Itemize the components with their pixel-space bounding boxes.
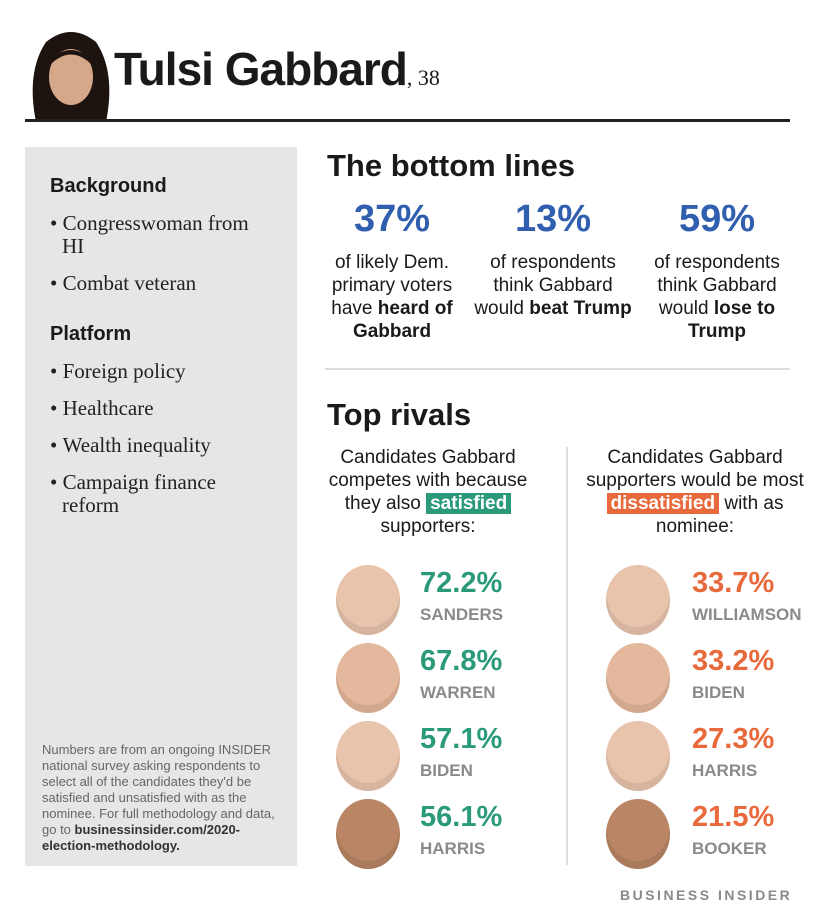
pct: 57.1% xyxy=(420,723,503,755)
stat-value: 13% xyxy=(514,198,592,240)
header-rule xyxy=(25,119,790,122)
bullet-item: Wealth inequality xyxy=(50,434,272,457)
rival-name: SANDERS xyxy=(420,605,504,624)
face-photo xyxy=(336,721,400,791)
face-photo xyxy=(606,721,670,791)
stat: 13% of respondents think Gabbard would be… xyxy=(473,198,633,320)
candidate-name: Tulsi Gabbard, 38 xyxy=(114,42,440,96)
face-photo xyxy=(606,643,670,713)
stat-emphasis: heard of Gabbard xyxy=(352,298,453,342)
face-photo xyxy=(336,643,400,713)
column-divider xyxy=(566,447,568,865)
caption-text: supporters: xyxy=(380,516,476,537)
stat-text: of respondents think Gabbard would beat … xyxy=(473,251,633,320)
rival-name: BIDEN xyxy=(692,683,745,702)
pct: 21.5% xyxy=(692,801,775,833)
caption: Candidates Gabbard competes with because… xyxy=(318,446,538,538)
stat-emphasis: lose to Trump xyxy=(687,298,776,342)
bullet-item: Healthcare xyxy=(50,397,272,420)
bullet-item: Congresswoman from HI xyxy=(50,212,272,258)
stat: 37% of likely Dem. primary voters have he… xyxy=(312,198,472,343)
stat-caption: of respondents think Gabbard would xyxy=(654,252,780,319)
caption-text: Candidates Gabbard supporters would be m… xyxy=(586,447,804,491)
pct: 27.3% xyxy=(692,723,775,755)
rival-name: WILLIAMSON xyxy=(692,605,802,624)
pct: 72.2% xyxy=(420,567,503,599)
stat-caption: of respondents think Gabbard would xyxy=(474,252,616,319)
stat: 59% of respondents think Gabbard would lo… xyxy=(637,198,797,343)
caption: Candidates Gabbard supporters would be m… xyxy=(585,446,805,538)
face-photo xyxy=(336,565,400,635)
bullet-item: Foreign policy xyxy=(50,360,272,383)
rival-name: HARRIS xyxy=(692,761,758,780)
face-photo xyxy=(606,565,670,635)
logo: BUSINESS INSIDER xyxy=(620,887,793,903)
caption-text: Candidates Gabbard competes with because… xyxy=(328,447,528,514)
face-photo xyxy=(336,799,400,869)
section-heading: Background xyxy=(50,175,167,197)
divider xyxy=(325,368,790,370)
rival-name: BOOKER xyxy=(692,839,767,858)
caption-highlight: satisfied xyxy=(426,493,512,514)
name-text: Tulsi Gabbard xyxy=(114,43,408,95)
section-title: The bottom lines xyxy=(327,148,575,183)
rival-name: HARRIS xyxy=(420,839,486,858)
footnote-link: businessinsider.com/2020-election-method… xyxy=(42,822,241,853)
stat-text: of likely Dem. primary voters have heard… xyxy=(312,251,472,343)
bullet-item: Combat veteran xyxy=(50,272,272,295)
pct: 56.1% xyxy=(420,801,503,833)
pct: 33.7% xyxy=(692,567,775,599)
bullet-list: Foreign policy Healthcare Wealth inequalit… xyxy=(25,360,297,517)
age: , 38 xyxy=(406,65,440,90)
portrait xyxy=(32,32,110,122)
face-photo xyxy=(606,799,670,869)
bullet-list: Congresswoman from HI Combat veteran xyxy=(25,212,297,295)
pct: 33.2% xyxy=(692,645,775,677)
footnote-text: Numbers are from an ongoing INSIDER nati… xyxy=(42,742,275,837)
stat-value: 59% xyxy=(678,198,756,240)
stat-value: 37% xyxy=(353,198,431,240)
caption-text: with as nominee: xyxy=(655,493,784,537)
bullet-item: Campaign finance reform xyxy=(50,471,272,517)
rival-name: WARREN xyxy=(420,683,496,702)
caption-highlight: dissatisfied xyxy=(606,493,720,514)
footnote: Numbers are from an ongoing INSIDER nati… xyxy=(42,742,287,854)
sidebar: Background Congresswoman from HI Combat ve… xyxy=(25,147,297,866)
pct: 67.8% xyxy=(420,645,503,677)
rival-name: BIDEN xyxy=(420,761,473,780)
stat-emphasis: beat Trump xyxy=(529,298,632,319)
stat-caption: of likely Dem. primary voters have xyxy=(331,252,453,319)
section-heading: Platform xyxy=(50,323,132,345)
stat-text: of respondents think Gabbard would lose … xyxy=(637,251,797,343)
section-title: Top rivals xyxy=(327,397,472,432)
